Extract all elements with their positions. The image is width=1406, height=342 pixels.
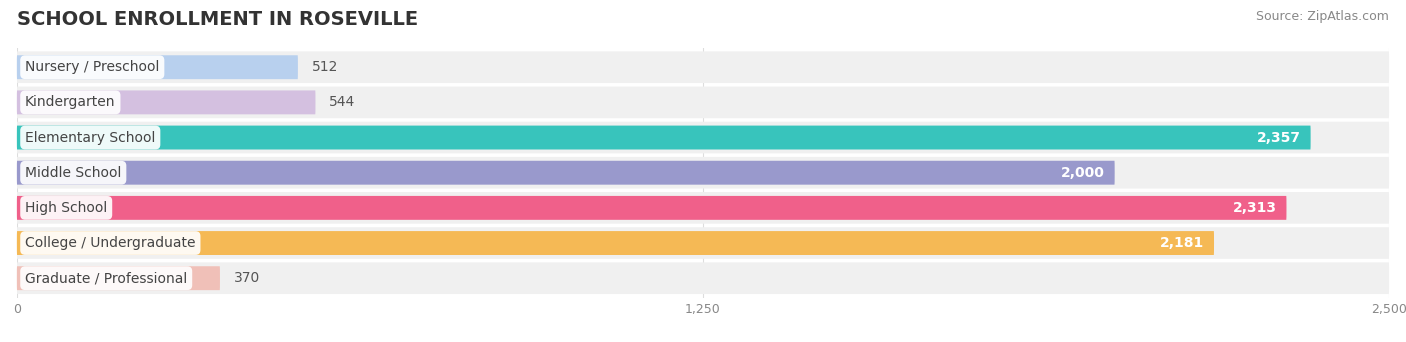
Text: 2,313: 2,313	[1233, 201, 1277, 215]
Text: Kindergarten: Kindergarten	[25, 95, 115, 109]
FancyBboxPatch shape	[17, 231, 1213, 255]
FancyBboxPatch shape	[17, 90, 315, 114]
Text: 370: 370	[233, 271, 260, 285]
Text: 2,181: 2,181	[1160, 236, 1204, 250]
FancyBboxPatch shape	[17, 262, 1389, 294]
Text: 512: 512	[312, 60, 337, 74]
Text: SCHOOL ENROLLMENT IN ROSEVILLE: SCHOOL ENROLLMENT IN ROSEVILLE	[17, 10, 418, 29]
FancyBboxPatch shape	[17, 55, 298, 79]
FancyBboxPatch shape	[17, 227, 1389, 259]
FancyBboxPatch shape	[17, 157, 1389, 188]
Text: Middle School: Middle School	[25, 166, 121, 180]
FancyBboxPatch shape	[17, 192, 1389, 224]
FancyBboxPatch shape	[17, 126, 1310, 149]
FancyBboxPatch shape	[17, 266, 219, 290]
Text: Graduate / Professional: Graduate / Professional	[25, 271, 187, 285]
Text: College / Undergraduate: College / Undergraduate	[25, 236, 195, 250]
Text: Source: ZipAtlas.com: Source: ZipAtlas.com	[1256, 10, 1389, 23]
FancyBboxPatch shape	[17, 51, 1389, 83]
FancyBboxPatch shape	[17, 87, 1389, 118]
Text: Elementary School: Elementary School	[25, 131, 156, 145]
Text: 544: 544	[329, 95, 356, 109]
FancyBboxPatch shape	[17, 196, 1286, 220]
Text: High School: High School	[25, 201, 107, 215]
FancyBboxPatch shape	[17, 122, 1389, 153]
Text: Nursery / Preschool: Nursery / Preschool	[25, 60, 159, 74]
Text: 2,357: 2,357	[1257, 131, 1301, 145]
Text: 2,000: 2,000	[1062, 166, 1105, 180]
FancyBboxPatch shape	[17, 161, 1115, 185]
